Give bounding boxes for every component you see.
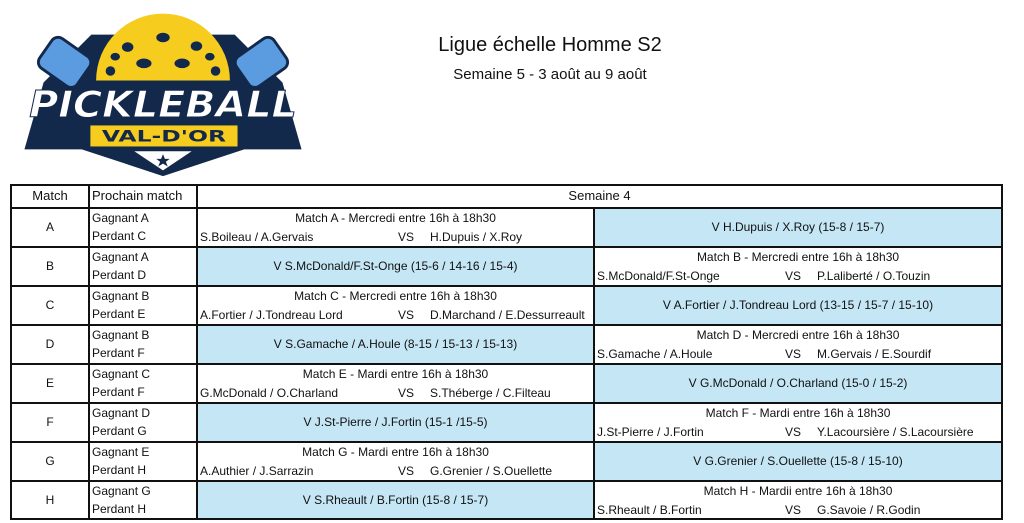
match-result-cell: V G.Grenier / S.Ouellette (15-8 / 15-10): [595, 443, 1001, 480]
svg-text:VAL-D'OR: VAL-D'OR: [102, 127, 227, 146]
team-b: S.Théberge / C.Filteau: [430, 386, 551, 400]
match-title: Match F - Mardi entre 16h à 18h30: [705, 406, 891, 420]
table-row: B Gagnant A Perdant D V S.McDonald/F.St-Ong…: [12, 248, 1001, 287]
match-title: Match B - Mercredi entre 16h à 18h30: [696, 250, 900, 264]
loser-destination: Perdant D: [92, 268, 147, 282]
match-title: Match C - Mercredi entre 16h à 18h30: [294, 289, 497, 303]
match-schedule-cell: Match B - Mercredi entre 16h à 18h30 S.Mc…: [595, 248, 1001, 285]
vs-label: VS: [398, 386, 415, 400]
loser-destination: Perdant C: [92, 229, 147, 243]
winner-destination: Gagnant D: [92, 406, 151, 420]
ladder-table: Match Prochain match Semaine 4 A Gagnant …: [10, 184, 1003, 520]
team-b: G.Savoie / R.Godin: [817, 503, 921, 517]
match-title: Match E - Mardi entre 16h à 18h30: [302, 367, 489, 381]
col-header-match: Match: [12, 186, 90, 207]
table-row: C Gagnant B Perdant E Match C - Mercredi en…: [12, 287, 1001, 326]
team-a: S.Rheault / B.Fortin: [597, 503, 702, 517]
svg-text:PICKLEBALL: PICKLEBALL: [29, 83, 297, 126]
match-letter: D: [12, 326, 90, 363]
winner-destination: Gagnant B: [92, 289, 150, 303]
team-a: A.Fortier / J.Tondreau Lord: [200, 308, 343, 322]
team-a: S.McDonald/F.St-Onge: [597, 269, 720, 283]
next-match-cell: Gagnant A Perdant D: [90, 248, 198, 285]
table-header: Match Prochain match Semaine 4: [12, 186, 1001, 209]
team-b: G.Grenier / S.Ouellette: [430, 464, 553, 478]
match-schedule-cell: Match C - Mercredi entre 16h à 18h30 A.Fo…: [198, 287, 595, 324]
team-b: D.Marchand / E.Dessurreault: [430, 308, 585, 322]
loser-destination: Perdant H: [92, 502, 147, 516]
match-schedule-cell: Match E - Mardi entre 16h à 18h30 G.McDon…: [198, 365, 595, 402]
match-title: Match G - Mardi entre 16h à 18h30: [302, 445, 489, 459]
match-result-cell: V J.St-Pierre / J.Fortin (15-1 /15-5): [198, 404, 595, 441]
match-letter: C: [12, 287, 90, 324]
match-schedule-cell: Match A - Mercredi entre 16h à 18h30 S.Bo…: [198, 209, 595, 246]
table-row: G Gagnant E Perdant H Match G - Mardi entre…: [12, 443, 1001, 482]
vs-label: VS: [785, 347, 802, 361]
winner-destination: Gagnant G: [92, 484, 151, 498]
page-title: Ligue échelle Homme S2: [438, 34, 662, 56]
loser-destination: Perdant H: [92, 463, 147, 477]
match-letter: B: [12, 248, 90, 285]
match-schedule-cell: Match G - Mardi entre 16h à 18h30 A.Authi…: [198, 443, 595, 480]
next-match-cell: Gagnant A Perdant C: [90, 209, 198, 246]
match-schedule-cell: Match D - Mercredi entre 16h à 18h30 S.Ga…: [595, 326, 1001, 363]
team-b: M.Gervais / E.Sourdif: [817, 347, 932, 361]
team-a: S.Boileau / A.Gervais: [200, 230, 314, 244]
vs-label: VS: [785, 503, 802, 517]
vs-label: VS: [398, 464, 415, 478]
match-result-cell: V G.McDonald / O.Charland (15-0 / 15-2): [595, 365, 1001, 402]
match-title: Match D - Mercredi entre 16h à 18h30: [696, 328, 900, 342]
match-letter: H: [12, 482, 90, 518]
table-row: H Gagnant G Perdant H V S.Rheault / B.Forti…: [12, 482, 1001, 518]
loser-destination: Perdant F: [92, 346, 145, 360]
next-match-cell: Gagnant C Perdant F: [90, 365, 198, 402]
loser-destination: Perdant E: [92, 307, 146, 321]
team-a: A.Authier / J.Sarrazin: [200, 464, 314, 478]
next-match-cell: Gagnant B Perdant F: [90, 326, 198, 363]
match-result-cell: V H.Dupuis / X.Roy (15-8 / 15-7): [595, 209, 1001, 246]
team-a: J.St-Pierre / J.Fortin: [597, 425, 704, 439]
table-row: F Gagnant D Perdant G V J.St-Pierre / J.For…: [12, 404, 1001, 443]
match-result-cell: V S.Gamache / A.Houle (8-15 / 15-13 / 15…: [198, 326, 595, 363]
table-row: E Gagnant C Perdant F Match E - Mardi entre…: [12, 365, 1001, 404]
winner-destination: Gagnant B: [92, 328, 150, 342]
match-letter: G: [12, 443, 90, 480]
vs-label: VS: [785, 425, 802, 439]
next-match-cell: Gagnant D Perdant G: [90, 404, 198, 441]
team-a: G.McDonald / O.Charland: [200, 386, 339, 400]
next-match-cell: Gagnant G Perdant H: [90, 482, 198, 518]
match-letter: E: [12, 365, 90, 402]
table-body: A Gagnant A Perdant C Match A - Mercredi en…: [12, 209, 1001, 518]
table-row: A Gagnant A Perdant C Match A - Mercredi en…: [12, 209, 1001, 248]
team-a: S.Gamache / A.Houle: [597, 347, 713, 361]
match-letter: F: [12, 404, 90, 441]
table-row: D Gagnant B Perdant F V S.Gamache / A.Houle…: [12, 326, 1001, 365]
vs-label: VS: [398, 230, 415, 244]
next-match-cell: Gagnant B Perdant E: [90, 287, 198, 324]
team-b: P.Laliberté / O.Touzin: [817, 269, 931, 283]
winner-destination: Gagnant A: [92, 250, 149, 264]
next-match-cell: Gagnant E Perdant H: [90, 443, 198, 480]
winner-destination: Gagnant C: [92, 367, 151, 381]
winner-destination: Gagnant A: [92, 211, 149, 225]
col-header-next: Prochain match: [90, 186, 198, 207]
match-schedule-cell: Match H - Mardii entre 16h à 18h30 S.Rhea…: [595, 482, 1001, 518]
match-result-cell: V S.Rheault / B.Fortin (15-8 / 15-7): [198, 482, 595, 518]
vs-label: VS: [785, 269, 802, 283]
col-header-week: Semaine 4: [568, 188, 631, 203]
match-title: Match H - Mardii entre 16h à 18h30: [703, 484, 893, 498]
team-b: H.Dupuis / X.Roy: [430, 230, 523, 244]
match-result-cell: V A.Fortier / J.Tondreau Lord (13-15 / 1…: [595, 287, 1001, 324]
pickleball-val-dor-logo: PICKLEBALL VAL-D'OR: [24, 13, 302, 177]
match-letter: A: [12, 209, 90, 246]
page-subtitle: Semaine 5 - 3 août au 9 août: [453, 66, 647, 83]
vs-label: VS: [398, 308, 415, 322]
match-result-cell: V S.McDonald/F.St-Onge (15-6 / 14-16 / 1…: [198, 248, 595, 285]
winner-destination: Gagnant E: [92, 445, 150, 459]
match-title: Match A - Mercredi entre 16h à 18h30: [295, 211, 496, 225]
team-b: Y.Lacoursière / S.Lacoursière: [817, 425, 974, 439]
loser-destination: Perdant F: [92, 385, 145, 399]
match-schedule-cell: Match F - Mardi entre 16h à 18h30 J.St-Pi…: [595, 404, 1001, 441]
loser-destination: Perdant G: [92, 424, 147, 438]
